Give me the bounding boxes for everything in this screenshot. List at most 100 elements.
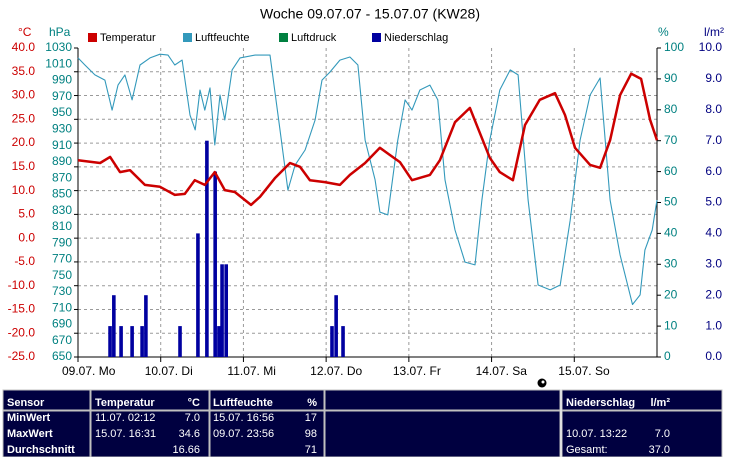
precip-bar	[178, 326, 182, 357]
table-header-cell	[90, 389, 210, 411]
precip-bar	[140, 326, 144, 357]
table-header: °C	[188, 397, 200, 409]
y2-tick-label: 770	[52, 252, 72, 266]
table-cell: 34.6	[179, 428, 200, 440]
y2-tick-label: 990	[52, 73, 72, 87]
y-tick-label: 25.0	[12, 111, 36, 125]
y4-tick-label: 3.0	[705, 256, 722, 270]
y3-tick-label: 80	[664, 102, 678, 116]
y4-tick-label: 1.0	[705, 318, 722, 332]
y4-tick-label: 10.0	[699, 40, 723, 54]
axis-unit: °C	[18, 25, 32, 39]
y4-tick-label: 5.0	[705, 195, 722, 209]
y4-tick-label: 0.0	[705, 349, 722, 363]
precip-bar	[213, 171, 217, 357]
y2-tick-label: 710	[52, 300, 72, 314]
precip-bar	[144, 295, 148, 357]
legend-label: Luftdruck	[291, 32, 337, 44]
y4-tick-label: 4.0	[705, 226, 722, 240]
table-body-cell	[209, 410, 325, 457]
y2-tick-label: 910	[52, 138, 72, 152]
table-cell: 10.07. 13:22	[566, 428, 627, 440]
y2-tick-label: 870	[52, 170, 72, 184]
table-header: l/m²	[650, 397, 670, 409]
table-cell: 71	[305, 444, 317, 456]
legend-label: Luftfeuchte	[195, 32, 249, 44]
y4-tick-label: 7.0	[705, 133, 722, 147]
y2-tick-label: 650	[52, 349, 72, 363]
y2-tick-label: 810	[52, 219, 72, 233]
y2-tick-label: 690	[52, 317, 72, 331]
y2-tick-label: 790	[52, 235, 72, 249]
y3-tick-label: 20	[664, 287, 678, 301]
table-cell: MinWert	[7, 412, 51, 424]
table-header: Luftfeuchte	[213, 397, 273, 409]
y2-tick-label: 1010	[45, 56, 72, 70]
legend-label: Niederschlag	[384, 32, 448, 44]
precip-bar	[108, 326, 112, 357]
y3-tick-label: 70	[664, 133, 678, 147]
table-cell: 11.07. 02:12	[95, 412, 155, 424]
y-tick-label: -5.0	[14, 254, 35, 268]
chart-title: Woche 09.07.07 - 15.07.07 (KW28)	[260, 6, 480, 22]
y2-tick-label: 950	[52, 105, 72, 119]
data-line	[77, 72, 659, 207]
y3-tick-label: 10	[664, 318, 678, 332]
table-cell: 98	[305, 428, 317, 440]
table-header-cell	[561, 389, 723, 411]
table-cell: MaxWert	[7, 428, 53, 440]
y-tick-label: 5.0	[18, 207, 35, 221]
table-cell: Durchschnitt	[7, 444, 75, 456]
y-tick-label: 20.0	[12, 135, 36, 149]
table-cell: 09.07. 23:56	[213, 428, 274, 440]
y2-tick-label: 830	[52, 203, 72, 217]
y-tick-label: 0.0	[18, 230, 35, 244]
legend-label: Temperatur	[100, 32, 156, 44]
y-tick-label: 15.0	[12, 159, 36, 173]
y2-tick-label: 930	[52, 121, 72, 135]
table-cell: 15.07. 16:31	[95, 428, 156, 440]
x-tick-label: 12.07. Do	[310, 364, 362, 378]
y-tick-label: 40.0	[12, 40, 36, 54]
y-tick-label: -25.0	[8, 349, 36, 363]
y-tick-label: 35.0	[12, 64, 36, 78]
y4-tick-label: 8.0	[705, 102, 722, 116]
table-body-cell	[2, 410, 91, 457]
legend-swatch	[183, 33, 192, 42]
y3-tick-label: 30	[664, 256, 678, 270]
table-cell: 17	[305, 412, 317, 424]
y2-tick-label: 890	[52, 154, 72, 168]
legend-swatch	[372, 33, 381, 42]
data-line	[77, 53, 658, 306]
x-tick-label: 11.07. Mi	[227, 364, 275, 378]
y3-tick-label: 50	[664, 195, 678, 209]
y-tick-label: -20.0	[8, 325, 36, 339]
y4-tick-label: 2.0	[705, 287, 722, 301]
y3-tick-label: 0	[664, 349, 671, 363]
axis-unit: hPa	[49, 25, 71, 39]
precip-bar	[196, 233, 200, 357]
table-body-cell	[561, 410, 723, 457]
precip-bar	[130, 326, 134, 357]
table-cell: 7.0	[655, 428, 670, 440]
y2-tick-label: 1030	[45, 40, 72, 54]
precip-bar	[112, 295, 116, 357]
table-body-cell	[90, 410, 210, 457]
table-header-cell	[324, 389, 561, 411]
precip-bar	[334, 295, 338, 357]
x-tick-label: 10.07. Di	[145, 364, 193, 378]
table-header: Sensor	[7, 397, 45, 409]
precip-bar	[205, 140, 209, 357]
y2-tick-label: 970	[52, 89, 72, 103]
y2-tick-label: 730	[52, 284, 72, 298]
legend-swatch	[279, 33, 288, 42]
legend-swatch	[88, 33, 97, 42]
x-tick-label: 15.07. So	[558, 364, 610, 378]
table-cell: Gesamt:	[566, 444, 608, 456]
table-header: Niederschlag	[566, 397, 635, 409]
y-tick-label: -10.0	[8, 278, 36, 292]
table-header-cell	[2, 389, 91, 411]
y3-tick-label: 90	[664, 71, 678, 85]
precip-bar	[217, 326, 221, 357]
